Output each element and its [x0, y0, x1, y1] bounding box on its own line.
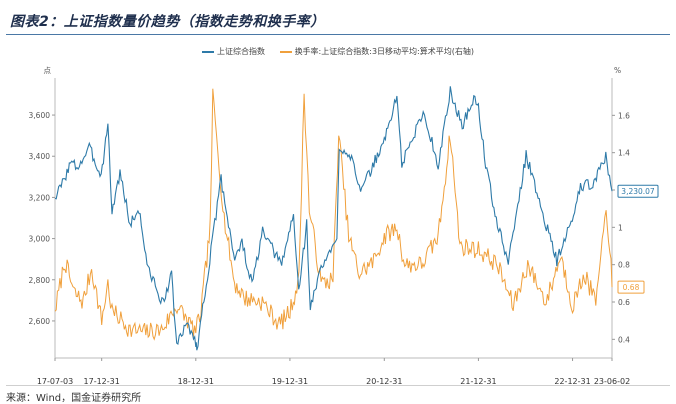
- y-right-tick-label: 0.8: [618, 261, 630, 270]
- y-left-tick-label: 2,800: [29, 276, 51, 285]
- end-label-index: 3,230.07: [621, 187, 655, 196]
- end-label-box-index: [617, 184, 659, 198]
- x-tick-label: 18-12-31: [178, 377, 214, 385]
- series-line-turnover: [54, 88, 613, 341]
- y-left-tick-label: 3,200: [29, 193, 51, 202]
- chart-plot: 点 % 2,600 2,800 3,000 3,200 3,400 3,600 0.4 0.6 0.…: [29, 66, 659, 385]
- legend-swatch-turnover: [279, 50, 292, 53]
- series-line-index: [54, 86, 613, 351]
- y-left-tick-label: 3,600: [29, 111, 51, 120]
- source-divider: [6, 385, 670, 386]
- x-tick-label: 17-07-03: [37, 377, 73, 385]
- x-tick-label: 22-12-31: [554, 377, 590, 385]
- legend-label-index: 上证综合指数: [217, 47, 266, 56]
- chart-header: 图表2：上证指数量价趋势（指数走势和换手率）: [6, 6, 670, 35]
- x-tick-label: 21-12-31: [460, 377, 496, 385]
- legend-label-turnover: 换手率:上证综合指数:3日移动平均:算术平均(右轴): [294, 47, 474, 56]
- x-tick-label: 19-12-31: [272, 377, 308, 385]
- x-tick-label: 20-12-31: [366, 377, 402, 385]
- title-divider: [6, 34, 670, 35]
- y-right-tick-label: 0.4: [618, 335, 630, 344]
- y-right-tick-label: 0.6: [618, 298, 630, 307]
- x-tick-label: 17-12-31: [84, 377, 120, 385]
- source-note: 来源：Wind，国金证券研究所: [6, 393, 142, 404]
- legend-item-turnover[interactable]: 换手率:上证综合指数:3日移动平均:算术平均(右轴): [279, 46, 474, 57]
- y-left-tick-label: 3,000: [29, 235, 51, 244]
- y-axis-right-unit: %: [614, 66, 621, 75]
- y-axis-left-unit: 点: [44, 66, 52, 75]
- y-right-tick-label: 1: [618, 223, 623, 232]
- end-label-turnover: 0.68: [623, 283, 640, 292]
- y-left-tick-label: 2,600: [29, 317, 51, 326]
- end-label-box-turnover: [617, 280, 645, 294]
- y-right-tick-label: 1.6: [618, 111, 630, 120]
- chart-title: 图表2：上证指数量价趋势（指数走势和换手率）: [10, 14, 325, 30]
- chart-legend: 上证综合指数 换手率:上证综合指数:3日移动平均:算术平均(右轴): [0, 46, 676, 57]
- x-tick-label: 23-06-02: [594, 377, 630, 385]
- y-right-tick-label: 1.4: [618, 149, 630, 158]
- legend-swatch-index: [202, 50, 215, 53]
- y-left-tick-label: 3,400: [29, 152, 51, 161]
- legend-item-index[interactable]: 上证综合指数: [202, 46, 265, 57]
